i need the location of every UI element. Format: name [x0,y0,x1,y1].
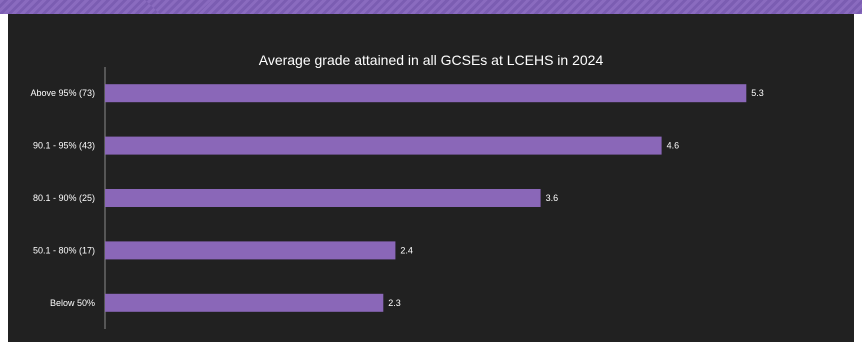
category-tick-label: 80.1 - 90% (25) [33,193,95,203]
category-tick-label: Above 95% (73) [30,88,95,98]
data-label: 4.6 [667,141,680,151]
bar [105,136,662,155]
category-tick-label: Below 50% [50,298,95,308]
data-label: 2.4 [400,245,413,255]
bar [105,189,541,207]
category-tick-label: 50.1 - 80% (17) [33,245,95,255]
bar-chart: Above 95% (73) 5.3 90.1 - 95% (43) 4.6 80.1 … [30,67,764,329]
category-tick-label: 90.1 - 95% (43) [33,141,95,151]
chart-panel: Average grade attained in all GCSEs at L… [8,14,854,342]
bar [105,84,747,103]
data-label: 2.3 [388,298,401,308]
bar [105,241,396,260]
chart-title: Average grade attained in all GCSEs at L… [258,52,604,68]
data-label: 3.6 [546,193,559,203]
bar [105,293,384,312]
data-label: 5.3 [751,88,764,98]
header-banner [0,0,862,14]
